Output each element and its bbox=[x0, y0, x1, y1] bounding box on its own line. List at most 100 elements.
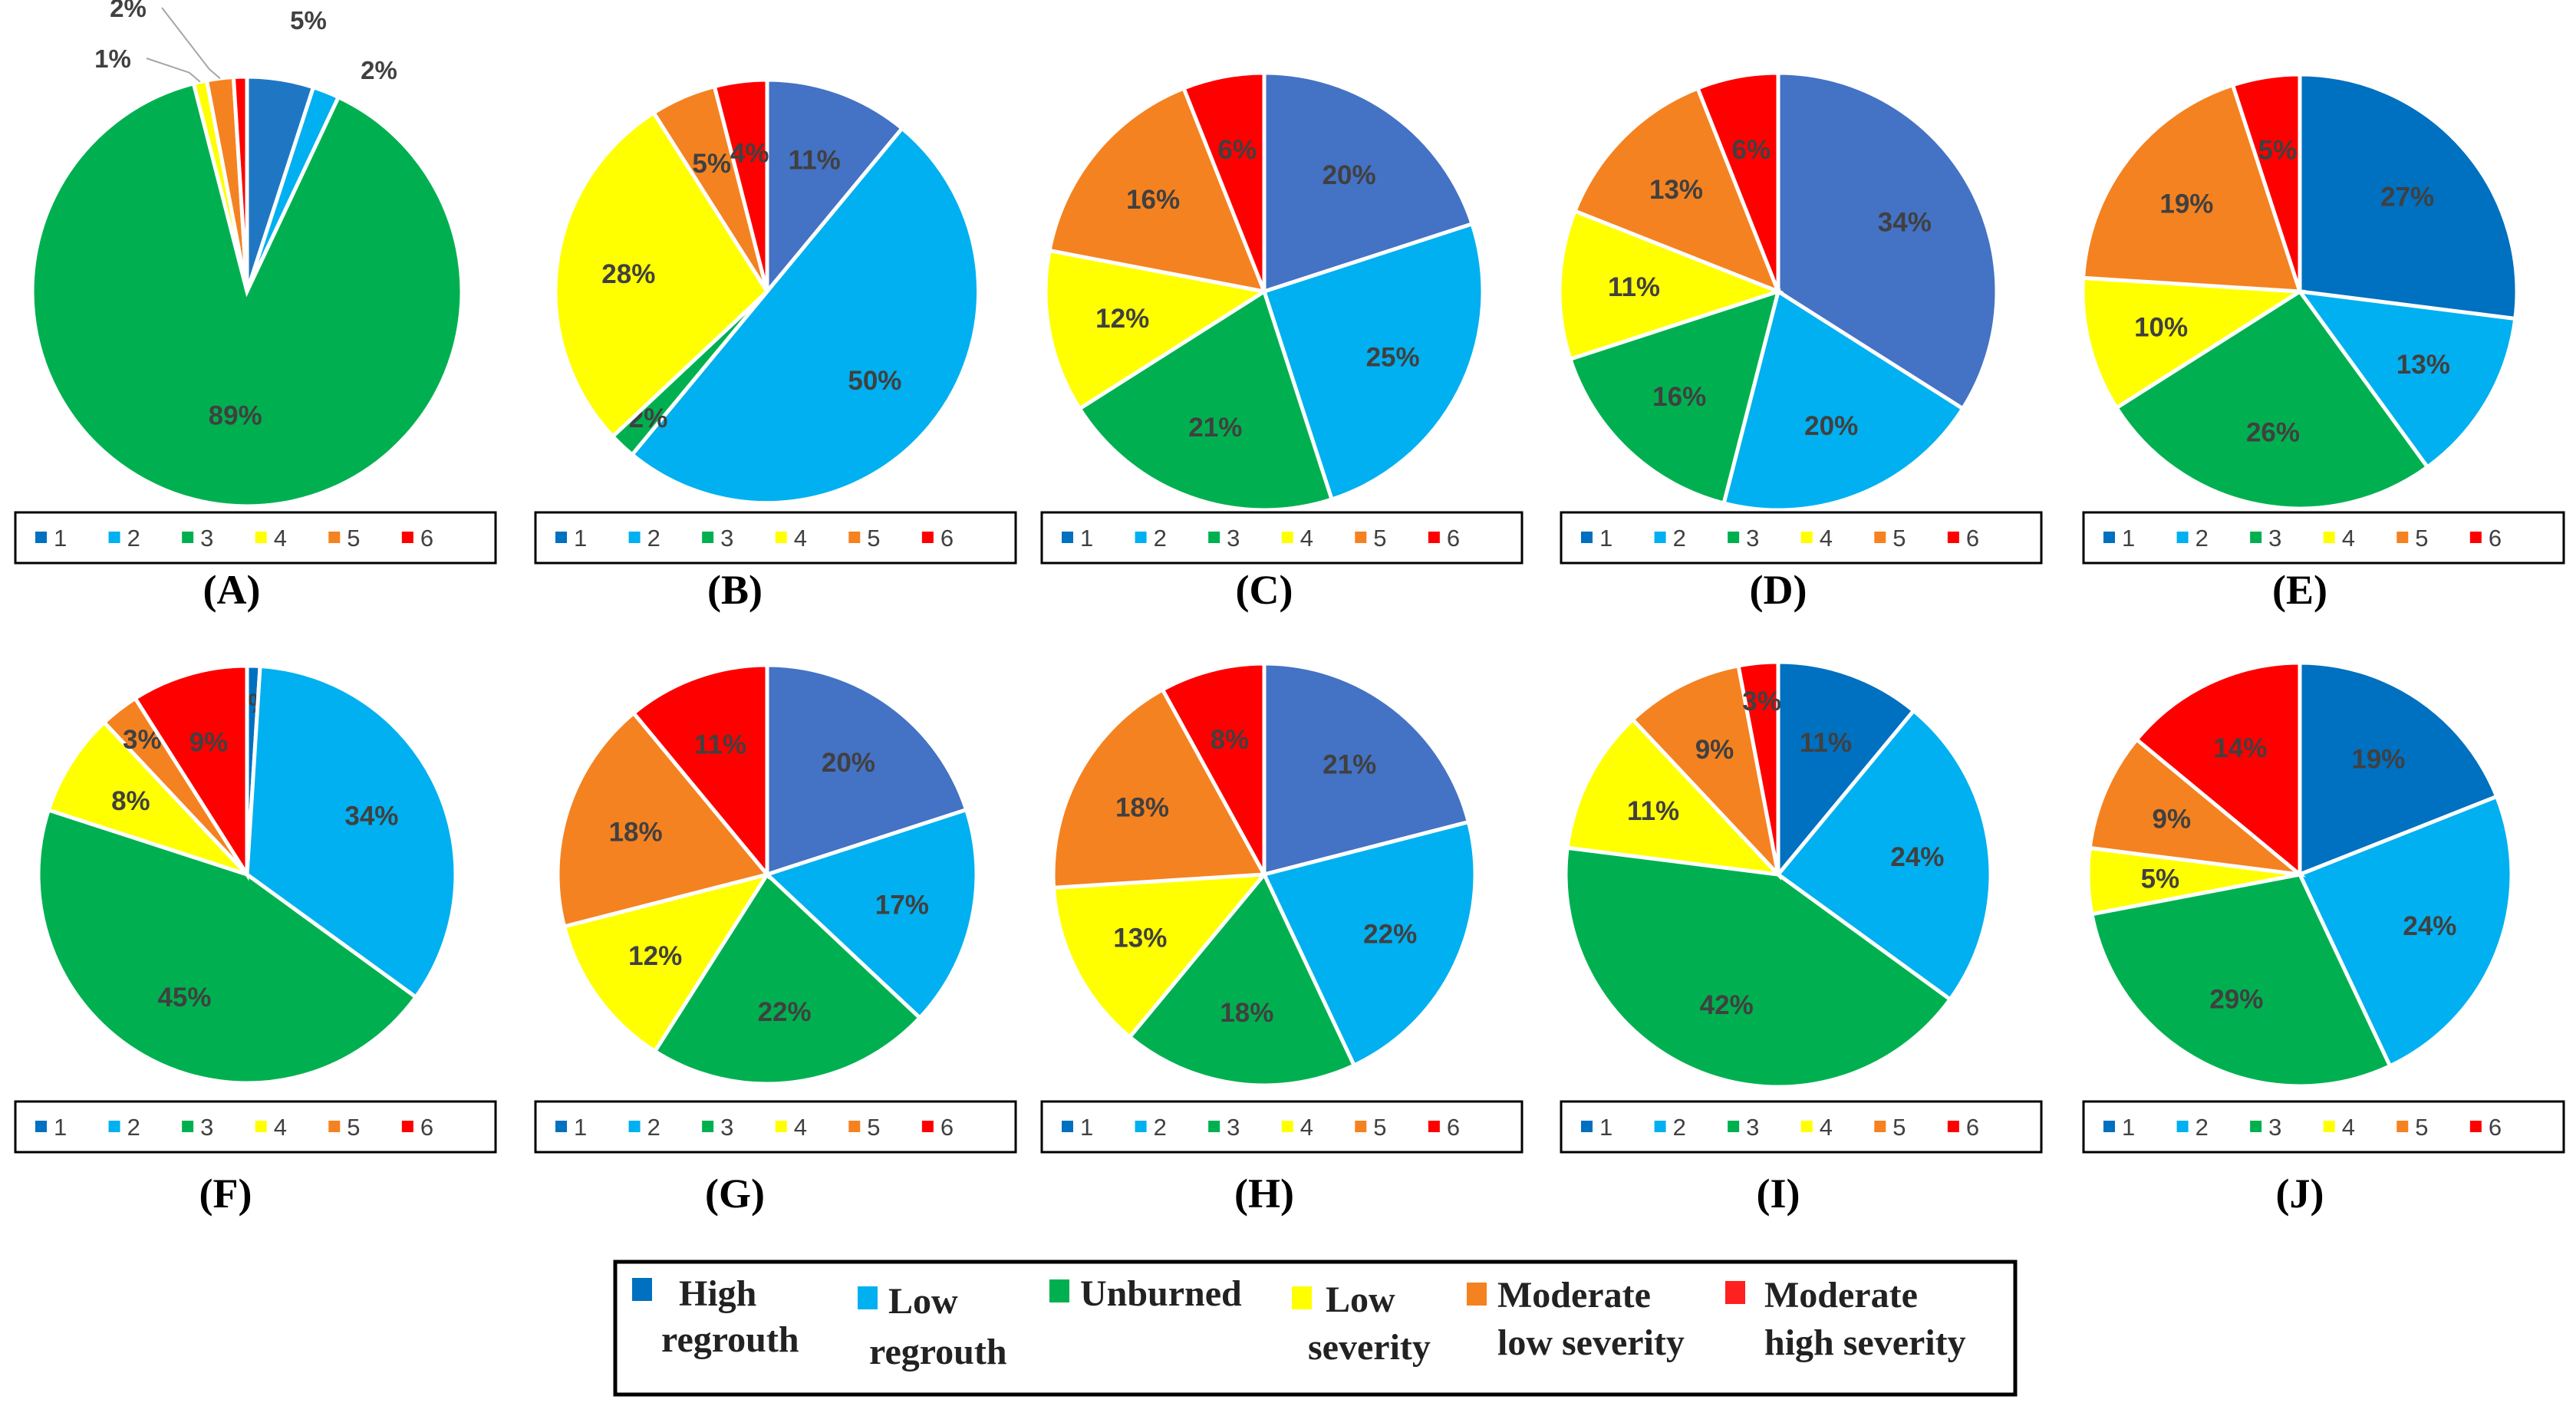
legend-swatch bbox=[702, 532, 714, 543]
legend-swatch bbox=[1581, 1121, 1593, 1132]
class-key-frame bbox=[613, 1260, 2018, 1397]
slice-label: 11% bbox=[1627, 796, 1679, 826]
legend-swatch bbox=[1728, 532, 1740, 543]
legend-label: 3 bbox=[1746, 525, 1759, 552]
class-key-swatch bbox=[858, 1286, 878, 1309]
legend-label: 2 bbox=[1154, 525, 1167, 552]
panel-caption: (D) bbox=[1750, 567, 1807, 613]
legend-label: 5 bbox=[867, 525, 880, 552]
legend-swatch bbox=[1281, 532, 1293, 543]
legend-swatch bbox=[1281, 1121, 1293, 1132]
pie-legend: 1 2 3 4 5 6 bbox=[534, 1100, 1017, 1154]
slice-label: 16% bbox=[1126, 185, 1180, 215]
pie-slice-2 bbox=[1261, 221, 1485, 502]
legend-swatch bbox=[108, 532, 120, 543]
legend-swatch bbox=[1208, 1121, 1220, 1132]
legend-swatch bbox=[2250, 1121, 2262, 1132]
pie-slice-1 bbox=[1776, 660, 1917, 880]
pie-legend: 1 2 3 4 5 6 bbox=[2082, 511, 2565, 565]
legend-label: 4 bbox=[2342, 525, 2355, 552]
pie-slice-2 bbox=[2297, 794, 2514, 1069]
legend-label: 5 bbox=[1373, 525, 1386, 552]
legend-swatch bbox=[1874, 1121, 1886, 1132]
legend-label: 6 bbox=[2489, 1114, 2502, 1141]
pie-slice-5 bbox=[1572, 85, 1782, 295]
pie-slice-6 bbox=[231, 74, 249, 292]
legend-label: 5 bbox=[347, 525, 360, 552]
class-key-label: High bbox=[679, 1273, 756, 1314]
legend-label: 1 bbox=[54, 1114, 67, 1141]
legend-swatch bbox=[2469, 532, 2482, 543]
slice-label: 8% bbox=[1211, 725, 1250, 755]
legend-label: 6 bbox=[1966, 1114, 1979, 1141]
legend-label: 1 bbox=[1080, 525, 1093, 552]
slice-label: 12% bbox=[628, 941, 682, 971]
pie-slice-4 bbox=[1565, 716, 1784, 878]
class-key-swatch bbox=[1467, 1283, 1487, 1306]
legend-label: 6 bbox=[420, 1114, 433, 1141]
pie-legend: 1 2 3 4 5 6 bbox=[1040, 511, 1524, 565]
pie-chart-e: 27% 13% 26% 10% 19% 5% bbox=[2080, 72, 2519, 511]
pie-slice-5 bbox=[1051, 687, 1268, 890]
legend-swatch bbox=[628, 1121, 641, 1132]
legend-frame bbox=[2082, 511, 2565, 565]
slice-label: 34% bbox=[344, 802, 398, 831]
pie-slice-3 bbox=[36, 807, 419, 1085]
legend-label: 4 bbox=[274, 525, 287, 552]
class-key-swatch bbox=[632, 1278, 652, 1301]
pie-slice-1 bbox=[765, 663, 969, 878]
slice-label: 17% bbox=[875, 890, 929, 920]
legend-label: 1 bbox=[574, 525, 587, 552]
slice-label: 24% bbox=[1890, 842, 1944, 872]
slice-label: 21% bbox=[1323, 750, 1376, 780]
pie-slice-2 bbox=[1721, 288, 1966, 512]
legend-swatch bbox=[702, 1121, 714, 1132]
legend-swatch bbox=[255, 532, 267, 543]
slice-label: 89% bbox=[209, 401, 262, 431]
legend-swatch bbox=[2396, 1121, 2409, 1132]
legend-swatch bbox=[1062, 1121, 1073, 1132]
pie-slice-6 bbox=[1181, 71, 1267, 292]
slice-label: 18% bbox=[609, 817, 663, 847]
legend-label: 6 bbox=[1447, 525, 1460, 552]
legend-label: 6 bbox=[1966, 525, 1979, 552]
class-key-label: Low bbox=[888, 1281, 958, 1322]
slice-label: 10% bbox=[2134, 313, 2188, 343]
pie-slice-1 bbox=[765, 77, 905, 297]
legend-label: 5 bbox=[2415, 1114, 2428, 1141]
legend-label: 6 bbox=[1447, 1114, 1460, 1141]
pie-slice-6 bbox=[631, 663, 769, 880]
slice-label: 11% bbox=[789, 146, 841, 176]
legend-label: 3 bbox=[2268, 1114, 2281, 1141]
pie-legend: 1 2 3 4 5 6 bbox=[1560, 1100, 2043, 1154]
pie-slice-3 bbox=[652, 871, 923, 1086]
panel-caption: (F) bbox=[199, 1171, 252, 1217]
slice-label: 20% bbox=[1804, 411, 1858, 441]
legend-label: 1 bbox=[1599, 1114, 1612, 1141]
pie-chart-a: 5%2%89%1%2%1% bbox=[30, 0, 464, 509]
legend-label: 3 bbox=[200, 1114, 213, 1141]
legend-swatch bbox=[1581, 532, 1593, 543]
legend-label: 3 bbox=[720, 1114, 733, 1141]
legend-swatch bbox=[555, 1121, 567, 1132]
class-key-swatch bbox=[1049, 1279, 1069, 1302]
legend-label: 6 bbox=[940, 1114, 954, 1141]
slice-label: 5% bbox=[2258, 136, 2298, 166]
legend-label: 3 bbox=[720, 525, 733, 552]
legend-label: 2 bbox=[1673, 1114, 1686, 1141]
pie-slice-4 bbox=[1051, 872, 1269, 1040]
legend-label: 1 bbox=[1599, 525, 1612, 552]
slice-label: 18% bbox=[1220, 998, 1273, 1028]
pie-chart-j: 19% 24% 29% 5% 9% 14% bbox=[2086, 660, 2514, 1088]
class-key-label: regrouth bbox=[869, 1332, 1007, 1372]
slice-label: 16% bbox=[1652, 382, 1706, 412]
legend-swatch bbox=[628, 532, 641, 543]
legend-label: 3 bbox=[1746, 1114, 1759, 1141]
pie-slice-2 bbox=[2295, 288, 2518, 470]
legend-label: 2 bbox=[127, 525, 140, 552]
pie-slice-5 bbox=[2087, 736, 2307, 878]
panel-caption: (H) bbox=[1234, 1171, 1294, 1217]
legend-swatch bbox=[1355, 532, 1367, 543]
legend-swatch bbox=[921, 1121, 934, 1132]
slice-label: 5% bbox=[290, 6, 327, 35]
